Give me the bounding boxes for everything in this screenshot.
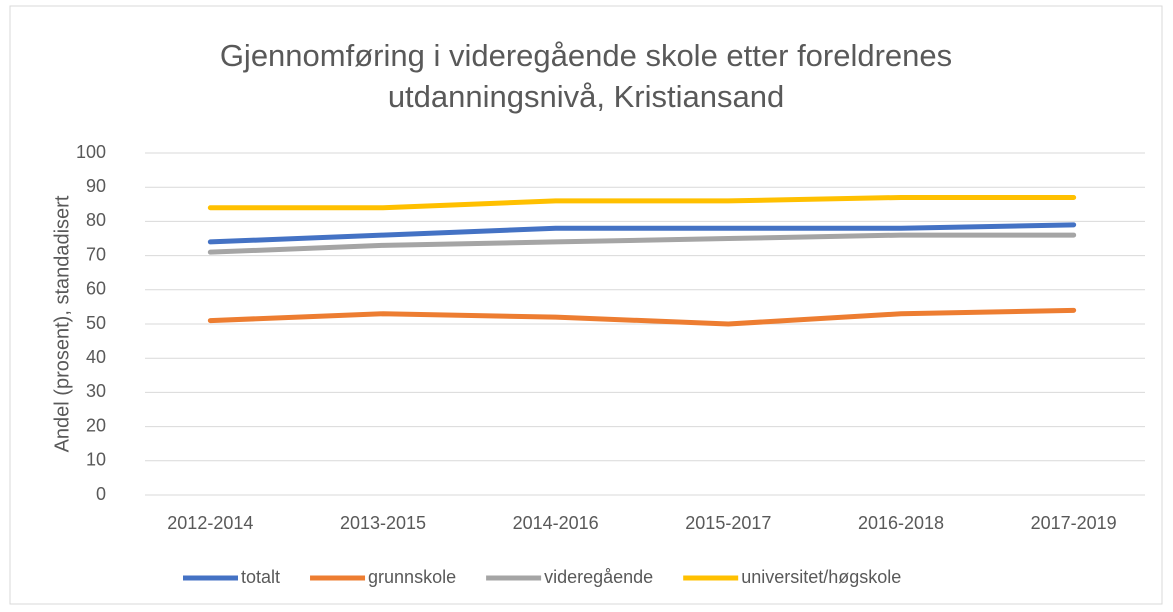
legend-label: totalt (241, 567, 280, 587)
x-tick-label: 2013-2015 (340, 513, 426, 533)
series-line (207, 307, 1077, 327)
x-tick-label: 2016-2018 (858, 513, 944, 533)
series-line (207, 222, 1077, 245)
y-tick-label: 80 (86, 210, 106, 230)
series-line (207, 194, 1077, 211)
x-tick-label: 2015-2017 (685, 513, 771, 533)
y-tick-label: 10 (86, 450, 106, 470)
legend-label: universitet/høgskole (741, 567, 901, 587)
legend-label: videregående (544, 567, 653, 587)
series-line (207, 232, 1077, 255)
x-tick-label: 2012-2014 (167, 513, 253, 533)
y-tick-label: 0 (96, 484, 106, 504)
chart-border (9, 5, 1163, 605)
y-tick-label: 40 (86, 347, 106, 367)
y-axis-label: Andel (prosent), standadisert (51, 195, 73, 452)
legend-label: grunnskole (368, 567, 456, 587)
x-tick-label: 2017-2019 (1031, 513, 1117, 533)
y-tick-label: 50 (86, 313, 106, 333)
y-tick-label: 30 (86, 381, 106, 401)
y-tick-label: 70 (86, 244, 106, 264)
chart-title: utdanningsnivå, Kristiansand (388, 79, 784, 114)
y-tick-label: 20 (86, 415, 106, 435)
x-tick-label: 2014-2016 (513, 513, 599, 533)
y-tick-label: 100 (76, 142, 106, 162)
y-tick-label: 90 (86, 176, 106, 196)
chart-title: Gjennomføring i videregående skole etter… (220, 38, 952, 73)
y-tick-label: 60 (86, 279, 106, 299)
